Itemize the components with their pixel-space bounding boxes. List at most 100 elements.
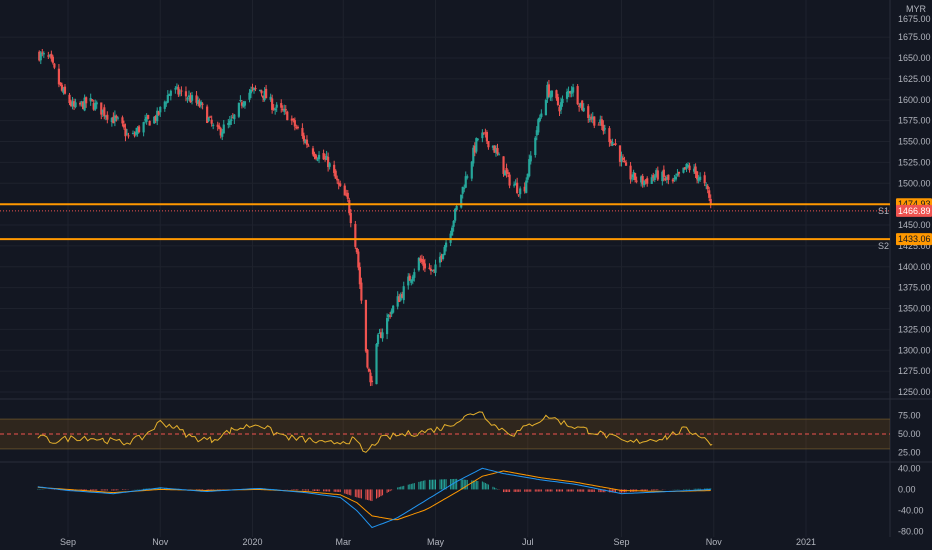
candle-body xyxy=(443,246,446,256)
candle-body xyxy=(261,95,265,98)
candle-body xyxy=(69,102,73,106)
candle-body xyxy=(476,138,479,140)
candle-body xyxy=(142,122,145,133)
candle-body xyxy=(72,101,76,107)
candle-body xyxy=(611,142,614,146)
candle-body xyxy=(334,170,337,179)
candle-body xyxy=(402,286,405,301)
candle-body xyxy=(354,224,357,247)
y-tick-label: 1600.00 xyxy=(898,95,931,105)
candle-body xyxy=(307,145,310,147)
candle-body xyxy=(358,266,361,285)
candle-body xyxy=(591,116,594,120)
candle-body xyxy=(428,267,431,269)
candle-body xyxy=(166,95,169,103)
candle-body xyxy=(392,305,395,313)
y-tick-label: 1675.00 xyxy=(898,32,931,42)
candle-body xyxy=(705,184,708,186)
candle-body xyxy=(559,102,563,110)
candle-body xyxy=(252,87,256,91)
candle-body xyxy=(295,127,298,129)
candle-body xyxy=(317,154,321,160)
candle-body xyxy=(561,98,564,104)
candle-body xyxy=(444,242,448,248)
candle-body xyxy=(231,117,234,119)
candle-body xyxy=(60,84,64,91)
candle-body xyxy=(283,108,286,112)
candle-body xyxy=(80,101,83,103)
candle-body xyxy=(630,178,634,180)
candle-body xyxy=(644,179,647,181)
candle-body xyxy=(145,116,148,122)
macd-tick-label: -80.00 xyxy=(898,527,924,537)
candle-body xyxy=(493,145,496,153)
candle-body xyxy=(667,174,670,180)
candle-body xyxy=(473,145,476,153)
candle-body xyxy=(620,156,623,162)
candle-body xyxy=(328,163,331,167)
candle-body xyxy=(104,116,107,118)
x-tick-label: Sep xyxy=(613,537,629,547)
candle-body xyxy=(525,180,528,193)
candle-body xyxy=(482,132,485,134)
candle-body xyxy=(357,251,360,268)
candle-body xyxy=(602,124,605,132)
candle-body xyxy=(239,99,242,101)
candle-body xyxy=(325,155,328,160)
candle-body xyxy=(508,174,511,186)
candle-body xyxy=(709,198,712,204)
support-label-s1: S1 xyxy=(878,206,889,216)
candle-body xyxy=(153,116,156,124)
candle-body xyxy=(389,315,392,317)
candle-body xyxy=(570,90,573,94)
candle-body xyxy=(603,128,606,130)
candle-body xyxy=(137,126,141,133)
candle-body xyxy=(558,107,561,112)
candle-body xyxy=(538,117,541,122)
candle-body xyxy=(228,120,231,125)
candle-body xyxy=(212,124,215,126)
candle-body xyxy=(124,128,127,137)
candle-body xyxy=(206,106,209,123)
candle-body xyxy=(186,98,189,100)
candle-body xyxy=(89,98,92,102)
macd-line xyxy=(37,467,711,529)
candle-body xyxy=(209,116,212,118)
candle-body xyxy=(370,380,374,382)
candle-body xyxy=(378,332,381,334)
candle-body xyxy=(103,107,106,116)
candle-body xyxy=(240,102,244,106)
candle-body xyxy=(417,257,420,271)
candle-body xyxy=(547,84,551,97)
x-tick-label: Sep xyxy=(60,537,76,547)
candle-body xyxy=(47,55,50,57)
support-price-tag xyxy=(896,233,932,246)
candle-body xyxy=(293,120,296,127)
candle-body xyxy=(481,132,484,139)
y-tick-label: 1550.00 xyxy=(898,137,931,147)
candle-body xyxy=(113,115,116,122)
candle-body xyxy=(590,116,593,119)
candle-body xyxy=(92,103,95,110)
candle-body xyxy=(201,103,204,105)
candle-body xyxy=(233,114,236,120)
candle-body xyxy=(316,159,319,161)
candle-body xyxy=(661,171,664,182)
candle-body xyxy=(396,296,399,307)
candle-body xyxy=(163,101,166,109)
candle-body xyxy=(671,179,675,182)
candle-body xyxy=(686,164,690,167)
candle-body xyxy=(95,102,98,105)
candle-body xyxy=(251,87,254,89)
candle-body xyxy=(180,90,183,92)
candle-body xyxy=(274,108,277,111)
candle-body xyxy=(165,102,168,104)
candle-body xyxy=(413,272,416,278)
candle-body xyxy=(345,194,348,196)
candle-body xyxy=(263,90,266,101)
candle-body xyxy=(506,172,510,174)
candle-body xyxy=(517,194,520,196)
